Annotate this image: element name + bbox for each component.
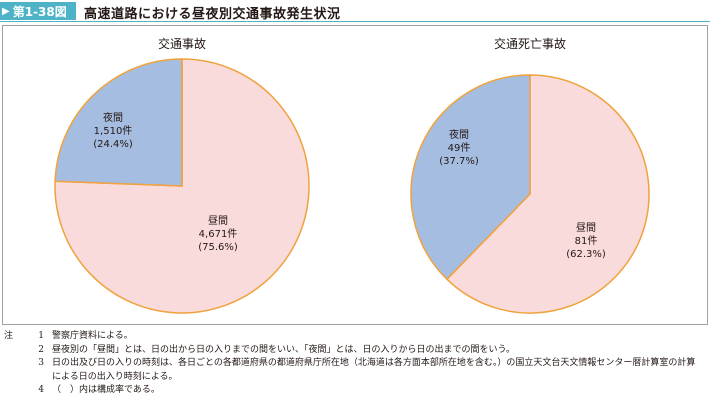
slice-percent-label: (24.4%) — [93, 139, 133, 150]
note-row: 3 日の出及び日の入りの時刻は、各日ごとの各都道府県の都道府県庁所在地（北海道は… — [4, 357, 704, 384]
notes-prefix: 注 — [4, 331, 14, 341]
pie-slice-day — [445, 74, 650, 314]
play-triangle-icon: ▶ — [2, 5, 10, 17]
pie-slice-night — [410, 74, 531, 281]
slice-name-label: 昼間 — [576, 222, 596, 234]
slice-count-label: 1,510件 — [94, 125, 133, 137]
figure-badge: ▶ 第1-38図 — [0, 2, 76, 20]
note-text: （ ）内は構成率である。 — [52, 385, 160, 395]
note-number: 1 — [38, 331, 44, 341]
note-row: 4 （ ）内は構成率である。 — [4, 384, 704, 398]
note-number: 4 — [38, 385, 44, 395]
pie-charts: 交通事故夜間1,510件(24.4%)昼間4,671件(75.6%)交通死亡事故… — [54, 36, 650, 314]
page-title: 高速道路における昼夜別交通事故発生状況 — [84, 7, 341, 22]
note-number: 2 — [38, 344, 44, 355]
note-row: 2 昼夜別の「昼間」とは、日の出から日の入りまでの間をいい、「夜間」とは、日の入… — [4, 344, 704, 358]
slice-name-label: 昼間 — [208, 215, 228, 227]
slice-count-label: 4,671件 — [199, 228, 238, 240]
note-text: 昼夜別の「昼間」とは、日の出から日の入りまでの間をいい、「夜間」とは、日の入りか… — [52, 344, 515, 355]
slice-count-label: 49件 — [448, 142, 471, 154]
slice-name-label: 夜間 — [103, 111, 123, 124]
header-rule — [0, 21, 710, 22]
note-number: 3 — [38, 358, 44, 368]
note-text: 警察庁資料による。 — [52, 331, 133, 341]
slice-percent-label: (62.3%) — [566, 249, 606, 260]
figure-header: ▶ 第1-38図 高速道路における昼夜別交通事故発生状況 — [0, 0, 710, 22]
pie-slice-night — [54, 58, 183, 187]
slice-count-label: 81件 — [575, 235, 598, 247]
slice-percent-label: (37.7%) — [439, 156, 479, 167]
notes: 注 1 警察庁資料による。 2 昼夜別の「昼間」とは、日の出から日の入りまでの間… — [4, 330, 704, 398]
chart-frame: 交通事故 夜間 1,510件 (24.4%) 昼間 4,671件 (75.6%) 交通死亡事故… — [2, 25, 708, 325]
note-text: 日の出及び日の入りの時刻は、各日ごとの各都道府県の都道府県庁所在地（北海道は各方… — [52, 358, 696, 382]
figure-label: 第1-38図 — [12, 4, 67, 19]
pie-title: 交通死亡事故 — [494, 36, 566, 51]
pie-title: 交通事故 — [158, 36, 206, 51]
note-row: 注 1 警察庁資料による。 — [4, 330, 704, 344]
slice-percent-label: (75.6%) — [198, 242, 238, 253]
slice-name-label: 夜間 — [449, 128, 469, 141]
